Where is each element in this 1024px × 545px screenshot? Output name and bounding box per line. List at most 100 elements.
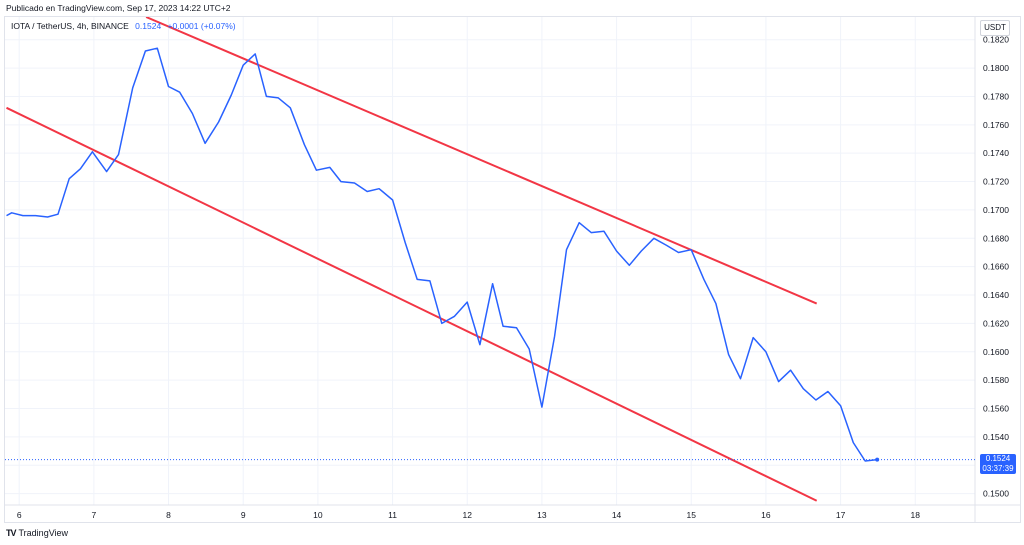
y-tick-label: 0.1660 [983,262,1009,272]
tradingview-logo-icon: TV [6,528,16,538]
series-point [35,215,36,216]
price-axis: 0.15000.15200.15400.15600.15800.16000.16… [983,35,1009,499]
y-tick-label: 0.1640 [983,290,1009,300]
series-point [80,168,81,169]
price-series-points [6,48,878,462]
channel-line [6,106,818,502]
series-point [765,351,766,352]
x-tick-label: 16 [761,510,771,520]
legend-symbol: IOTA / TetherUS, 4h, BINANCE [11,21,129,31]
y-tick-label: 0.1580 [983,375,1009,385]
series-point [454,316,455,317]
series-point [616,250,617,251]
series-point [367,191,368,192]
x-tick-label: 17 [836,510,846,520]
y-tick-label: 0.1820 [983,35,1009,45]
x-tick-label: 11 [388,510,397,520]
y-tick-label: 0.1760 [983,120,1009,130]
series-point [340,181,341,182]
series-point [591,232,592,233]
series-point [106,171,107,172]
series-point [803,388,804,389]
series-point [231,94,232,95]
series-point [405,242,406,243]
y-tick-label: 0.1720 [983,177,1009,187]
y-tick-label: 0.1740 [983,148,1009,158]
series-point [827,391,828,392]
chart-frame [4,16,1021,523]
series-point [815,399,816,400]
series-point [778,381,779,382]
y-tick-label: 0.1540 [983,432,1009,442]
series-point [179,92,180,93]
series-point [441,323,442,324]
x-tick-label: 7 [91,510,96,520]
series-point [502,326,503,327]
currency-button[interactable]: USDT [980,20,1010,36]
series-point [192,113,193,114]
series-point [278,97,279,98]
series-point [790,370,791,371]
series-point [290,107,291,108]
series-point [145,50,146,51]
y-tick-label: 0.1560 [983,404,1009,414]
series-point [316,170,317,171]
legend-price: 0.1524 [135,21,162,31]
publisher-line: Publicado en TradingView.com, Sep 17, 20… [6,3,231,13]
grid-horizontal [5,39,975,495]
brand-name: TradingView [18,528,69,538]
series-point [479,344,480,345]
series-point [132,87,133,88]
series-point [678,252,679,253]
price-series-line [6,47,878,462]
series-point [47,216,48,217]
series-point [715,303,716,304]
series-point [728,354,729,355]
tradingview-brand[interactable]: TV TradingView [6,528,68,538]
series-point [218,121,219,122]
series-point [703,279,704,280]
y-tick-label: 0.1600 [983,347,1009,357]
x-tick-label: 15 [687,510,697,520]
series-point [57,214,58,215]
time-axis: 6 7 8 9 10 11 12 13 14 15 16 17 18 [17,510,920,520]
series-point [329,167,330,168]
series-point [118,154,119,155]
series-point [168,86,169,87]
symbol-legend: IOTA / TetherUS, 4h, BINANCE 0.1524 +0.0… [11,21,236,31]
series-point [865,460,866,461]
series-point [92,151,93,152]
series-point [566,249,567,250]
series-point [629,265,630,266]
y-tick-label: 0.1800 [983,63,1009,73]
series-point [11,212,12,213]
series-point [22,215,23,216]
x-tick-label: 13 [537,510,547,520]
series-point [266,96,267,97]
series-point [853,442,854,443]
series-point [691,249,692,250]
series-point [554,336,555,337]
y-tick-label: 0.1700 [983,205,1009,215]
series-point [492,283,493,284]
x-tick-label: 8 [166,510,171,520]
series-point [354,182,355,183]
legend-change: +0.0001 (+0.07%) [167,21,236,31]
x-tick-label: 10 [313,510,323,520]
series-point [516,327,517,328]
series-point [417,279,418,280]
series-point [379,188,380,189]
y-tick-label: 0.1680 [983,233,1009,243]
series-point [603,231,604,232]
x-tick-label: 6 [17,510,22,520]
y-tick-label: 0.1500 [983,489,1009,499]
x-tick-label: 14 [612,510,622,520]
series-point [641,250,642,251]
series-point [304,144,305,145]
series-point [205,143,206,144]
x-tick-label: 9 [241,510,246,520]
series-point [753,337,754,338]
y-tick-label: 0.1780 [983,91,1009,101]
series-point [529,348,530,349]
